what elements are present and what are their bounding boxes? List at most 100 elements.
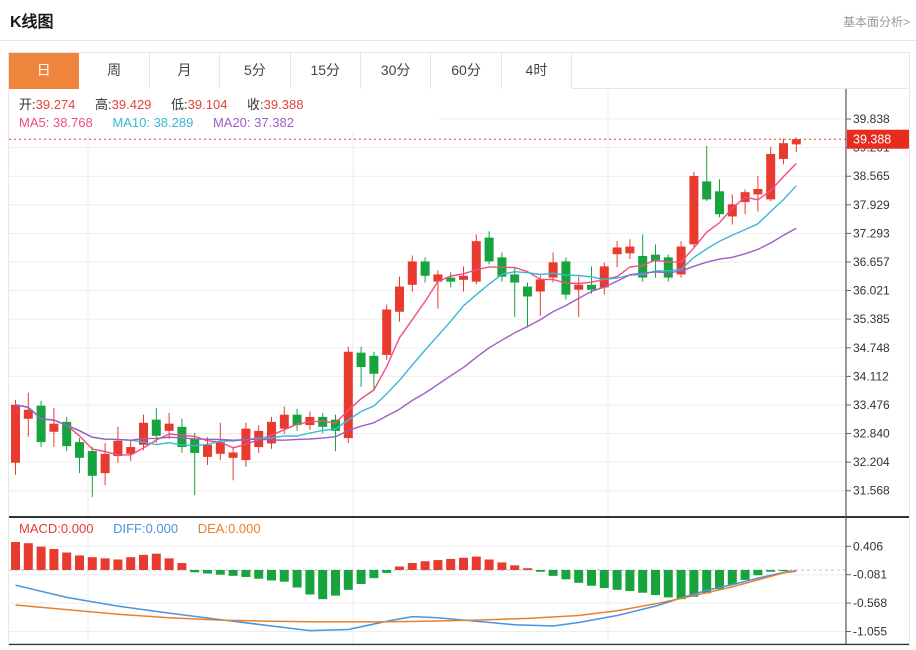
candle-body (587, 284, 596, 290)
tab-day[interactable]: 日 (9, 53, 80, 89)
candle-body (471, 241, 481, 282)
open-label: 开: (19, 97, 36, 112)
ma5-label: MA5: (19, 115, 50, 130)
ma10-line (15, 185, 797, 447)
high-value: 39.429 (111, 97, 152, 112)
macd-bar (715, 570, 724, 590)
macd-bar (471, 556, 481, 570)
macd-bar (523, 568, 532, 570)
candle-body (753, 189, 763, 195)
y-axis-label: 34.748 (853, 341, 890, 355)
tab-4hour[interactable]: 4时 (501, 53, 573, 89)
tab-60min[interactable]: 60分 (431, 53, 502, 89)
y-axis-label: 31.568 (853, 484, 890, 498)
candle-body (702, 181, 712, 200)
macd-bar (126, 557, 136, 570)
macd-bar (254, 570, 264, 579)
candle-body (433, 274, 443, 282)
y-axis-label: 38.565 (853, 169, 890, 183)
candle-body (151, 419, 161, 436)
macd-bar (75, 555, 84, 570)
candle-body (612, 247, 622, 255)
ma5-line (15, 163, 797, 456)
macd-bar (382, 570, 392, 573)
candle-body (113, 440, 123, 457)
candle-body (100, 453, 110, 474)
candle-body (420, 261, 430, 276)
candle-body (523, 286, 532, 297)
macd-bar (740, 570, 750, 580)
candle-body (535, 279, 545, 292)
candle-body (11, 404, 20, 463)
kline-chart-svg: 39.83839.20138.56537.92937.29336.65736.0… (9, 89, 909, 645)
y-axis-label: 37.929 (853, 198, 890, 212)
macd-bar (203, 570, 212, 574)
page-title: K线图 (10, 14, 54, 31)
macd-bar (343, 570, 353, 590)
low-label: 低: (171, 97, 188, 112)
candle-body (215, 442, 225, 454)
macd-bar (587, 570, 596, 586)
candle-body (510, 274, 520, 283)
candle-body (23, 409, 33, 419)
candle-body (651, 254, 660, 262)
tab-5min[interactable]: 5分 (220, 53, 291, 89)
macd-bar (49, 549, 59, 570)
candle-body (599, 266, 609, 288)
y-axis-label: 32.204 (853, 455, 890, 469)
candle-body (87, 451, 97, 476)
y-axis-label: 36.657 (853, 255, 890, 269)
macd-bar (484, 559, 494, 570)
ma20-label: MA20: (212, 115, 251, 130)
candle-body (126, 447, 136, 454)
ma5-value: 38.768 (52, 115, 93, 130)
macd-axis-label: -0.081 (853, 568, 887, 582)
ohlc-readout: 开:39.274 高:39.429 低:39.104 收:39.388 (19, 94, 319, 113)
dea-value: 0.000 (228, 521, 261, 536)
candle-body (382, 309, 392, 355)
dea-label: DEA: (197, 521, 229, 536)
candle-body (75, 442, 84, 458)
macd-bar (279, 570, 289, 582)
candle-body (727, 204, 737, 217)
tab-15min[interactable]: 15分 (290, 53, 361, 89)
macd-bar (11, 542, 20, 570)
tab-month[interactable]: 月 (149, 53, 221, 89)
macd-bar (228, 570, 238, 576)
ma20-value: 37.382 (254, 115, 294, 130)
macd-axis-label: 0.406 (853, 539, 883, 553)
candle-body (791, 139, 801, 145)
macd-bar (753, 570, 763, 576)
candle-body (459, 275, 468, 280)
candle-body (766, 153, 776, 200)
candle-body (164, 423, 174, 431)
tab-30min[interactable]: 30分 (360, 53, 432, 89)
kline-chart-canvas[interactable]: 39.83839.20138.56537.92937.29336.65736.0… (9, 89, 909, 645)
y-axis-label: 34.112 (853, 369, 889, 383)
candle-body (638, 256, 648, 278)
candle-body (318, 416, 328, 427)
diff-line (15, 569, 797, 632)
diff-label: DIFF: (113, 521, 146, 536)
diff-value: 0.000 (145, 521, 179, 536)
tab-week[interactable]: 周 (79, 53, 150, 89)
macd-bar (164, 558, 174, 570)
interval-tabbar: 日 周 月 5分 15分 30分 60分 4时 (9, 53, 909, 89)
macd-bar (407, 563, 417, 570)
macd-bar (36, 546, 46, 570)
macd-bar (612, 570, 622, 590)
macd-bar (574, 570, 584, 583)
macd-bar (331, 570, 340, 596)
macd-bar (651, 570, 660, 596)
ma10-label: MA10: (112, 115, 150, 130)
macd-bar (292, 570, 302, 588)
fundamental-analysis-link[interactable]: 基本面分析> (842, 15, 910, 29)
macd-axis-label: -0.568 (853, 596, 887, 610)
macd-bar (446, 558, 456, 570)
high-label: 高: (95, 97, 112, 112)
price-badge-text: 39.388 (853, 133, 891, 147)
macd-bar (318, 570, 328, 600)
macd-bar (23, 543, 33, 570)
candle-body (343, 351, 353, 439)
ma20-line (15, 227, 797, 441)
